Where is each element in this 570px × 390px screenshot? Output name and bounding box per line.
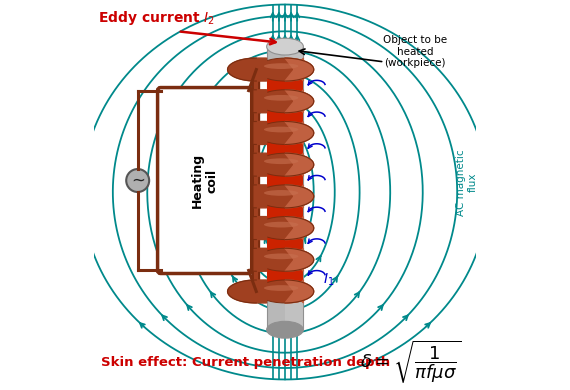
- Polygon shape: [227, 280, 267, 303]
- Ellipse shape: [267, 321, 303, 338]
- Polygon shape: [227, 58, 267, 81]
- Bar: [267, 107, 303, 128]
- Bar: [267, 265, 303, 286]
- Text: Object to be
heated
(workpiece): Object to be heated (workpiece): [383, 35, 447, 68]
- Bar: [285, 47, 303, 330]
- Polygon shape: [285, 122, 314, 144]
- Ellipse shape: [267, 38, 303, 55]
- Polygon shape: [227, 216, 267, 239]
- Ellipse shape: [256, 58, 314, 81]
- Ellipse shape: [264, 127, 298, 132]
- Polygon shape: [285, 153, 314, 176]
- Text: AC magnetic
flux: AC magnetic flux: [456, 149, 478, 216]
- Polygon shape: [285, 248, 314, 271]
- Ellipse shape: [256, 248, 314, 271]
- Text: $\it{I}_1$: $\it{I}_1$: [323, 272, 335, 288]
- Bar: [267, 75, 303, 96]
- Bar: [267, 138, 303, 159]
- Ellipse shape: [264, 254, 298, 259]
- Bar: [267, 47, 303, 330]
- Bar: [267, 202, 303, 223]
- Ellipse shape: [264, 190, 298, 196]
- Text: Eddy current $\it{I}_2$: Eddy current $\it{I}_2$: [97, 9, 214, 27]
- Ellipse shape: [256, 90, 314, 113]
- Polygon shape: [227, 248, 267, 271]
- Polygon shape: [227, 122, 267, 144]
- Polygon shape: [227, 90, 267, 113]
- Polygon shape: [285, 280, 314, 303]
- Polygon shape: [285, 216, 314, 239]
- Ellipse shape: [256, 122, 314, 144]
- Ellipse shape: [256, 216, 314, 239]
- Ellipse shape: [256, 153, 314, 176]
- Text: Skin effect: Current penetration depth: Skin effect: Current penetration depth: [101, 356, 390, 369]
- Ellipse shape: [264, 95, 298, 101]
- Polygon shape: [285, 185, 314, 208]
- Ellipse shape: [264, 285, 298, 291]
- Ellipse shape: [264, 222, 298, 227]
- Ellipse shape: [264, 63, 298, 69]
- FancyBboxPatch shape: [157, 87, 252, 273]
- Circle shape: [126, 169, 149, 192]
- Text: $\delta = \sqrt{\dfrac{1}{\pi f \mu \sigma}}$: $\delta = \sqrt{\dfrac{1}{\pi f \mu \sig…: [360, 338, 461, 385]
- Bar: [267, 170, 303, 191]
- Ellipse shape: [256, 185, 314, 208]
- Text: ~: ~: [131, 172, 145, 190]
- Ellipse shape: [256, 280, 314, 303]
- Polygon shape: [227, 185, 267, 208]
- Bar: [267, 234, 303, 254]
- Text: Heating
coil: Heating coil: [190, 153, 219, 208]
- Polygon shape: [227, 153, 267, 176]
- Ellipse shape: [264, 158, 298, 164]
- Polygon shape: [285, 58, 314, 81]
- Polygon shape: [285, 90, 314, 113]
